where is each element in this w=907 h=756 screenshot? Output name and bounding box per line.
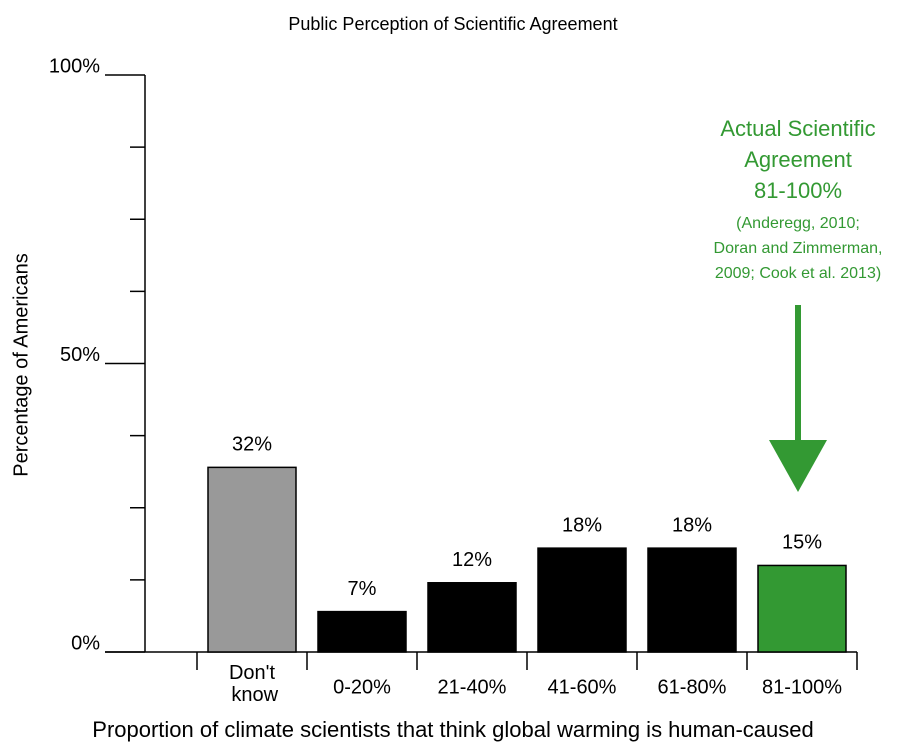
bar [757,564,847,653]
y-tick-label: 0% [71,632,100,654]
annotation-source: (Anderegg, 2010; [736,215,860,232]
x-tick-label: Don't know [226,662,279,706]
y-tick-label: 100% [49,55,100,77]
x-tick-label-line: know [226,684,279,706]
data-label: 18% [562,514,602,536]
arrow-head [769,440,827,492]
data-label: 12% [452,549,492,571]
x-tick-label: 61-80% [658,676,727,698]
annotation-text: Actual Scientific [720,116,875,141]
annotation-source: 2009; Cook et al. 2013) [715,265,881,282]
bar [427,582,517,653]
bar [537,547,627,653]
x-tick-label: 0-20% [333,676,391,698]
y-tick-label: 50% [60,344,100,366]
x-axis-label: Proportion of climate scientists that th… [92,717,813,742]
annotation-source: Doran and Zimmerman, [714,240,883,257]
chart-title: Public Perception of Scientific Agreemen… [288,14,617,34]
y-axis-label: Percentage of Americans [10,253,32,476]
data-label: 32% [232,434,272,456]
data-label: 15% [782,532,822,554]
bar [207,466,297,653]
x-tick-label: 21-40% [438,676,507,698]
bar [317,610,407,653]
annotation-text: Agreement [744,147,852,172]
bar [647,547,737,653]
data-label: 18% [672,514,712,536]
arrow-shaft [795,305,801,445]
x-tick-label: 81-100% [762,676,842,698]
x-tick-label: 41-60% [548,676,617,698]
annotation-text: 81-100% [754,178,842,203]
data-label: 7% [348,578,377,600]
x-tick-label-line: Don't [229,662,276,684]
